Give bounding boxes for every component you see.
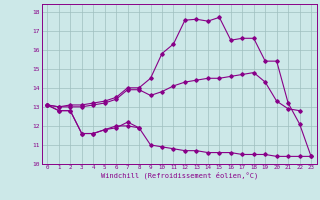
X-axis label: Windchill (Refroidissement éolien,°C): Windchill (Refroidissement éolien,°C) — [100, 172, 258, 179]
